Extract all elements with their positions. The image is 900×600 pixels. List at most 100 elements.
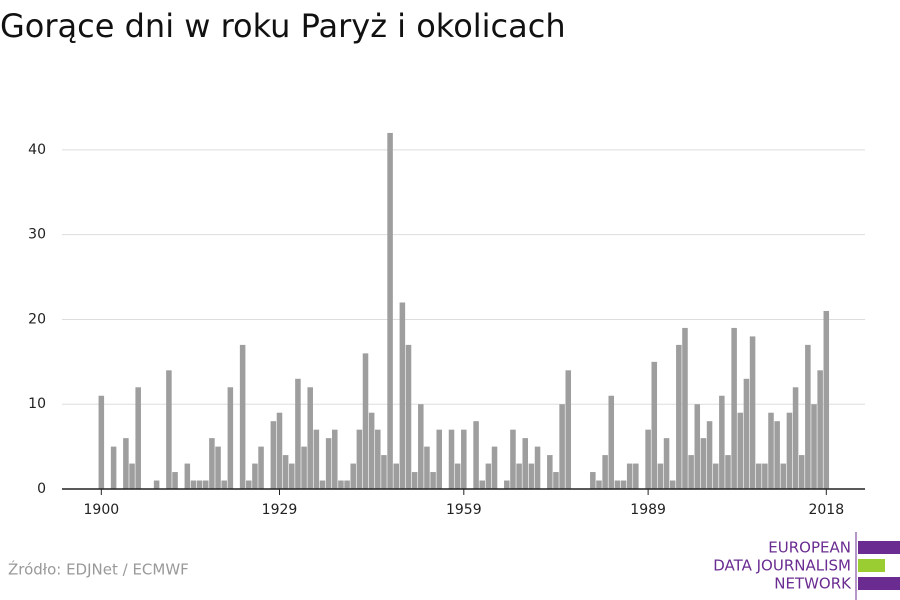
bar [276,412,283,489]
logo-bar [858,559,885,572]
bar [350,463,356,489]
bar [633,463,639,489]
bar [203,480,209,489]
bar [682,327,688,489]
bar [368,412,375,489]
bar [209,438,215,489]
logo-bar [858,577,900,590]
bar [725,455,731,489]
bar [454,463,461,489]
bar [608,395,615,489]
bar [399,302,406,489]
bar [282,455,289,489]
bar [135,387,141,489]
logo-text: EUROPEAN [768,539,851,557]
bar [184,463,191,489]
bar [246,480,252,489]
bar [110,446,117,489]
bar [307,387,313,489]
bar [344,480,350,489]
chart-title: Gorące dni w roku Paryż i okolicach [0,7,566,45]
bar [172,472,178,489]
bar [190,480,197,489]
bar [731,327,737,489]
y-tick-label: 30 [28,227,46,243]
bar [565,370,572,489]
bar [98,395,105,489]
bar [332,429,338,489]
bar [602,455,608,489]
bar [295,378,301,489]
bar [239,344,246,489]
bar [393,463,399,489]
bar [553,472,559,489]
bar [473,421,479,489]
bar [774,421,780,489]
bar [424,446,430,489]
bar [405,344,412,489]
bar [123,438,129,489]
bar [381,455,387,489]
bar [418,404,424,489]
bar [590,472,596,489]
bar [737,412,744,489]
bar [786,412,793,489]
bar [510,429,516,489]
bar [547,455,553,489]
logo: EUROPEAN DATA JOURNALISM NETWORK [713,532,900,600]
bar [749,336,756,489]
bar [762,463,768,489]
y-tick-label: 0 [37,481,46,497]
bar [319,480,326,489]
bar [688,455,694,489]
y-tick-label: 10 [28,396,46,412]
bar [817,370,823,489]
bar [485,463,492,489]
bar [811,404,817,489]
source: Źródło: EDJNet / ECMWF [8,560,189,579]
bar [798,455,805,489]
bar [301,446,307,489]
bar [289,463,295,489]
bar [313,429,320,489]
bar [719,395,725,489]
bar [706,421,713,489]
bar [479,480,486,489]
bar [780,463,787,489]
logo-bar [858,541,900,554]
bar [614,480,621,489]
bar [516,463,522,489]
x-tick-label: 1900 [84,502,120,518]
bar [528,463,535,489]
bar [651,361,658,489]
bar [252,463,258,489]
x-tick-label: 1929 [262,502,298,518]
bar [669,480,676,489]
bar [657,463,664,489]
bar [626,463,633,489]
bar [805,344,811,489]
bar [258,446,264,489]
bar [448,429,455,489]
logo-text: DATA JOURNALISM [713,557,851,575]
bar [129,463,135,489]
bar [461,429,467,489]
bar [823,310,830,489]
bar [221,480,227,489]
bar [356,429,363,489]
bar [755,463,762,489]
bar [596,480,602,489]
y-tick-label: 40 [28,142,46,158]
bar [166,370,172,489]
bar [559,404,565,489]
bar [270,421,277,489]
bar [700,438,707,489]
bar [534,446,541,489]
bar [153,480,160,489]
bar [362,353,369,489]
bar [792,387,799,489]
bar [768,412,774,489]
bar [712,463,719,489]
bar [743,378,750,489]
